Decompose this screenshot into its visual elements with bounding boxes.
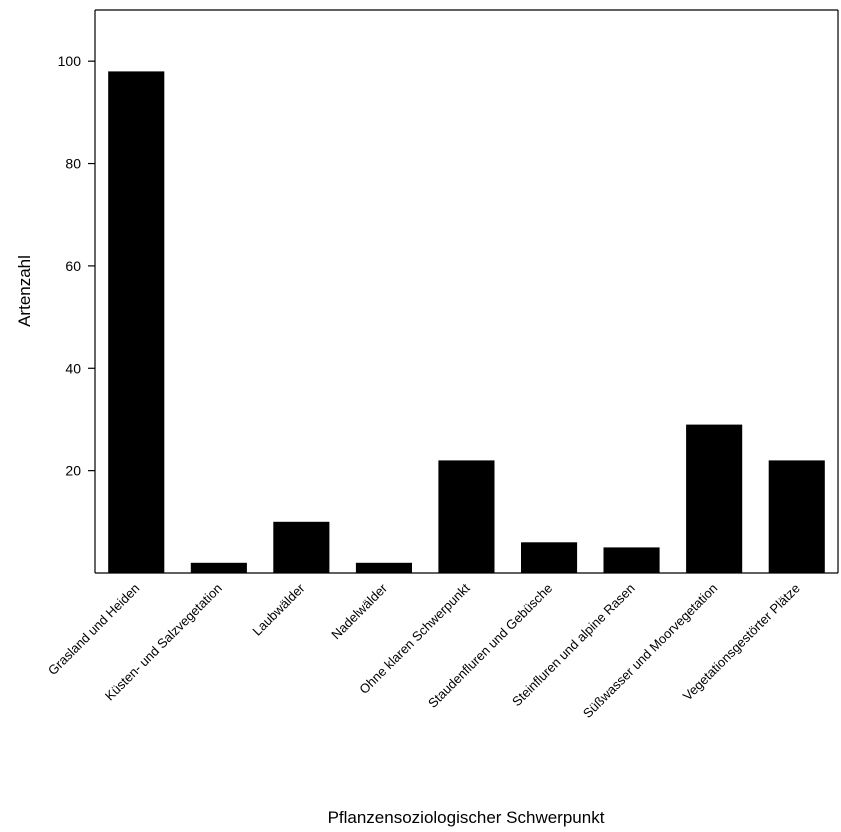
y-tick-label-5: 100 bbox=[58, 53, 82, 69]
y-tick-label-3: 60 bbox=[65, 258, 81, 274]
bar-1 bbox=[108, 71, 165, 574]
bar-6 bbox=[521, 542, 578, 573]
bar-4 bbox=[355, 562, 412, 573]
y-tick-label-1: 20 bbox=[65, 463, 81, 479]
bar-3 bbox=[273, 521, 330, 573]
bar-8 bbox=[686, 424, 743, 573]
y-axis-ticks: 20 40 60 80 100 bbox=[58, 53, 95, 479]
y-axis-label: Artenzahl bbox=[15, 255, 34, 327]
y-tick-label-4: 80 bbox=[65, 156, 81, 172]
x-tick-label-8: Süßwasser und Moorvegetation bbox=[580, 581, 720, 721]
x-axis-label: Pflanzensoziologischer Schwerpunkt bbox=[328, 808, 605, 827]
x-tick-label-4: Nadelwälder bbox=[328, 580, 390, 642]
y-tick-label-2: 40 bbox=[65, 360, 81, 376]
bars bbox=[108, 71, 825, 574]
x-tick-label-3: Laubwälder bbox=[249, 580, 308, 639]
bar-5 bbox=[438, 460, 495, 573]
bar-7 bbox=[603, 547, 660, 573]
bar-2 bbox=[190, 562, 247, 573]
x-tick-label-1: Grasland und Heiden bbox=[45, 581, 142, 678]
bar-9 bbox=[768, 460, 825, 573]
